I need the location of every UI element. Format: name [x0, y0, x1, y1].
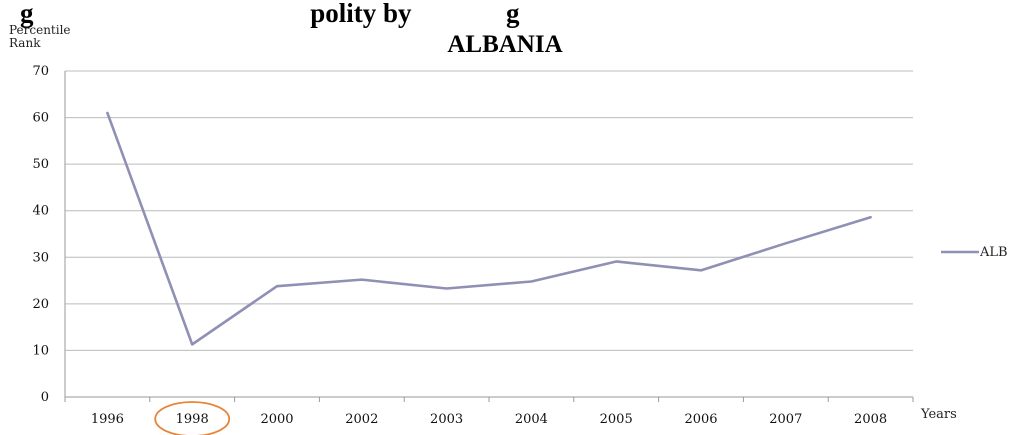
y-tick-label: 0	[41, 390, 49, 405]
x-tick-label: 2008	[854, 412, 887, 427]
cropped-heading: g polity by g	[20, 0, 520, 28]
y-tick-labels: 0 10 20 30 40 50 60 70	[32, 64, 49, 405]
x-tick-label: 2002	[345, 412, 378, 427]
y-tick-label: 20	[32, 297, 49, 312]
y-tick-label: 40	[32, 204, 49, 219]
highlight-circle	[154, 401, 231, 435]
legend-label: ALB	[979, 245, 1008, 260]
y-tick-label: 50	[32, 157, 49, 172]
x-axis-title: Years	[920, 407, 957, 422]
y-tick-label: 10	[32, 343, 49, 358]
x-tick-label: 2003	[430, 412, 463, 427]
x-tick-label: 1998	[176, 412, 209, 427]
x-tick-label: 2006	[684, 412, 717, 427]
series-line-ALB	[106, 111, 872, 346]
highlight-annotation	[154, 401, 231, 435]
series-lines	[106, 111, 872, 346]
y-axis-title-line1: Percentile	[9, 23, 71, 37]
x-tick-labels: 1996 1998 2000 2002 2003 2004 2005 2006 2007 2008	[91, 412, 887, 427]
y-tick-label: 60	[32, 111, 49, 126]
x-tick-label: 1996	[91, 412, 124, 427]
x-tick-label: 2005	[600, 412, 633, 427]
y-axis-title-line2: Rank	[9, 36, 41, 50]
x-tick-label: 2004	[515, 412, 548, 427]
y-tick-label: 30	[32, 250, 49, 265]
x-tick-label: 2000	[260, 412, 293, 427]
x-tick-label: 2007	[769, 412, 802, 427]
axes	[64, 71, 914, 402]
gridlines	[65, 70, 913, 351]
legend: ALB	[941, 245, 1008, 260]
y-tick-label: 70	[32, 64, 49, 79]
chart-title: ALBANIA	[447, 31, 562, 58]
